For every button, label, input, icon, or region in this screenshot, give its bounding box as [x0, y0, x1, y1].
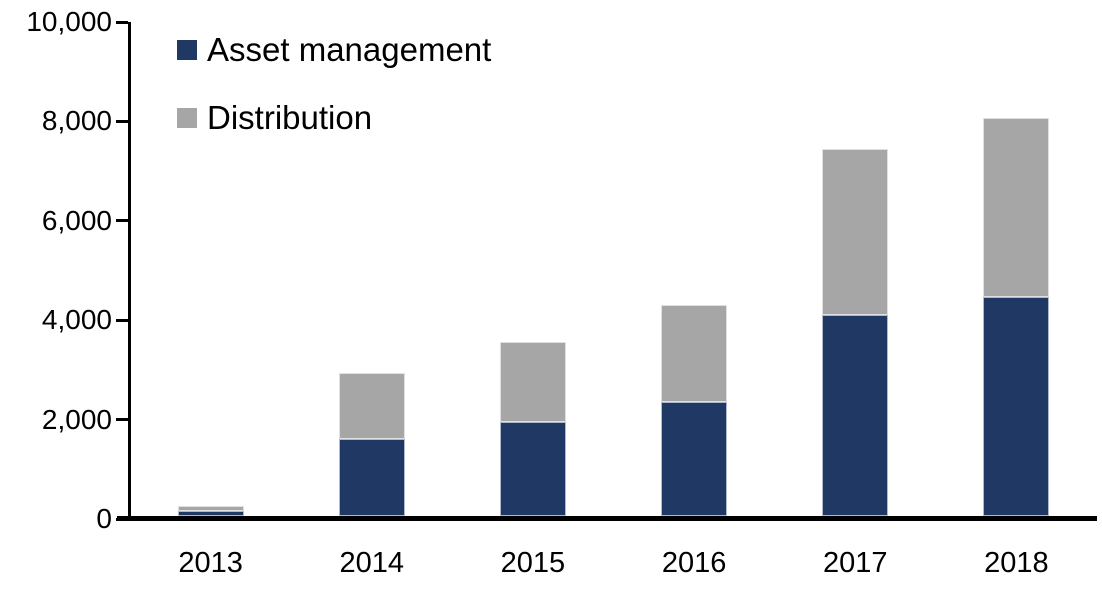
bar-2015: [499, 342, 566, 516]
bar-2018: [983, 118, 1050, 516]
bar-segment-2016-asset-management: [661, 401, 728, 516]
legend-label-asset-management: Asset management: [207, 31, 492, 68]
bar-segment-2015-asset-management: [499, 421, 566, 516]
legend-item-asset-management: Asset management: [177, 33, 491, 67]
y-tick-8000: [116, 119, 128, 123]
y-axis-line: [128, 22, 131, 521]
y-tick-4000: [116, 318, 128, 322]
bar-segment-2017-distribution: [822, 148, 889, 315]
x-tick-label-2018: 2018: [984, 547, 1049, 579]
x-tick-label-2013: 2013: [178, 547, 243, 579]
y-tick-label-4000: 4,000: [41, 304, 112, 336]
x-tick-label-2016: 2016: [661, 547, 727, 579]
y-tick-label-2000: 2,000: [41, 403, 112, 435]
y-tick-label-6000: 6,000: [41, 204, 112, 236]
y-tick-label-10000: 10,000: [26, 6, 112, 37]
x-tick-label-2015: 2015: [500, 547, 566, 579]
bar-segment-2013-asset-management: [177, 511, 244, 516]
bar-segment-2013-distribution: [177, 506, 244, 512]
y-tick-10000: [116, 20, 128, 24]
y-tick-label-8000: 8,000: [41, 105, 112, 137]
legend-item-distribution: Distribution: [177, 101, 372, 135]
x-axis-line: [117, 516, 1097, 521]
y-tick-label-0: 0: [96, 503, 112, 534]
bar-2016: [661, 304, 728, 516]
y-tick-2000: [116, 418, 128, 422]
y-tick-6000: [116, 219, 128, 223]
bar-2014: [338, 373, 405, 516]
x-tick-label-2017: 2017: [822, 547, 888, 579]
bar-2013: [177, 506, 244, 516]
bar-segment-2017-asset-management: [822, 314, 889, 516]
bar-segment-2018-distribution: [983, 118, 1050, 298]
bar-2017: [822, 148, 889, 516]
bar-segment-2014-asset-management: [338, 438, 405, 516]
bar-segment-2014-distribution: [338, 373, 405, 439]
legend-swatch-asset-management: [177, 40, 197, 60]
bar-segment-2015-distribution: [499, 342, 566, 422]
bar-segment-2016-distribution: [661, 304, 728, 402]
x-tick-label-2014: 2014: [339, 547, 404, 579]
legend-label-distribution: Distribution: [207, 99, 373, 136]
legend-swatch-distribution: [177, 108, 197, 128]
bar-segment-2018-asset-management: [983, 297, 1050, 516]
